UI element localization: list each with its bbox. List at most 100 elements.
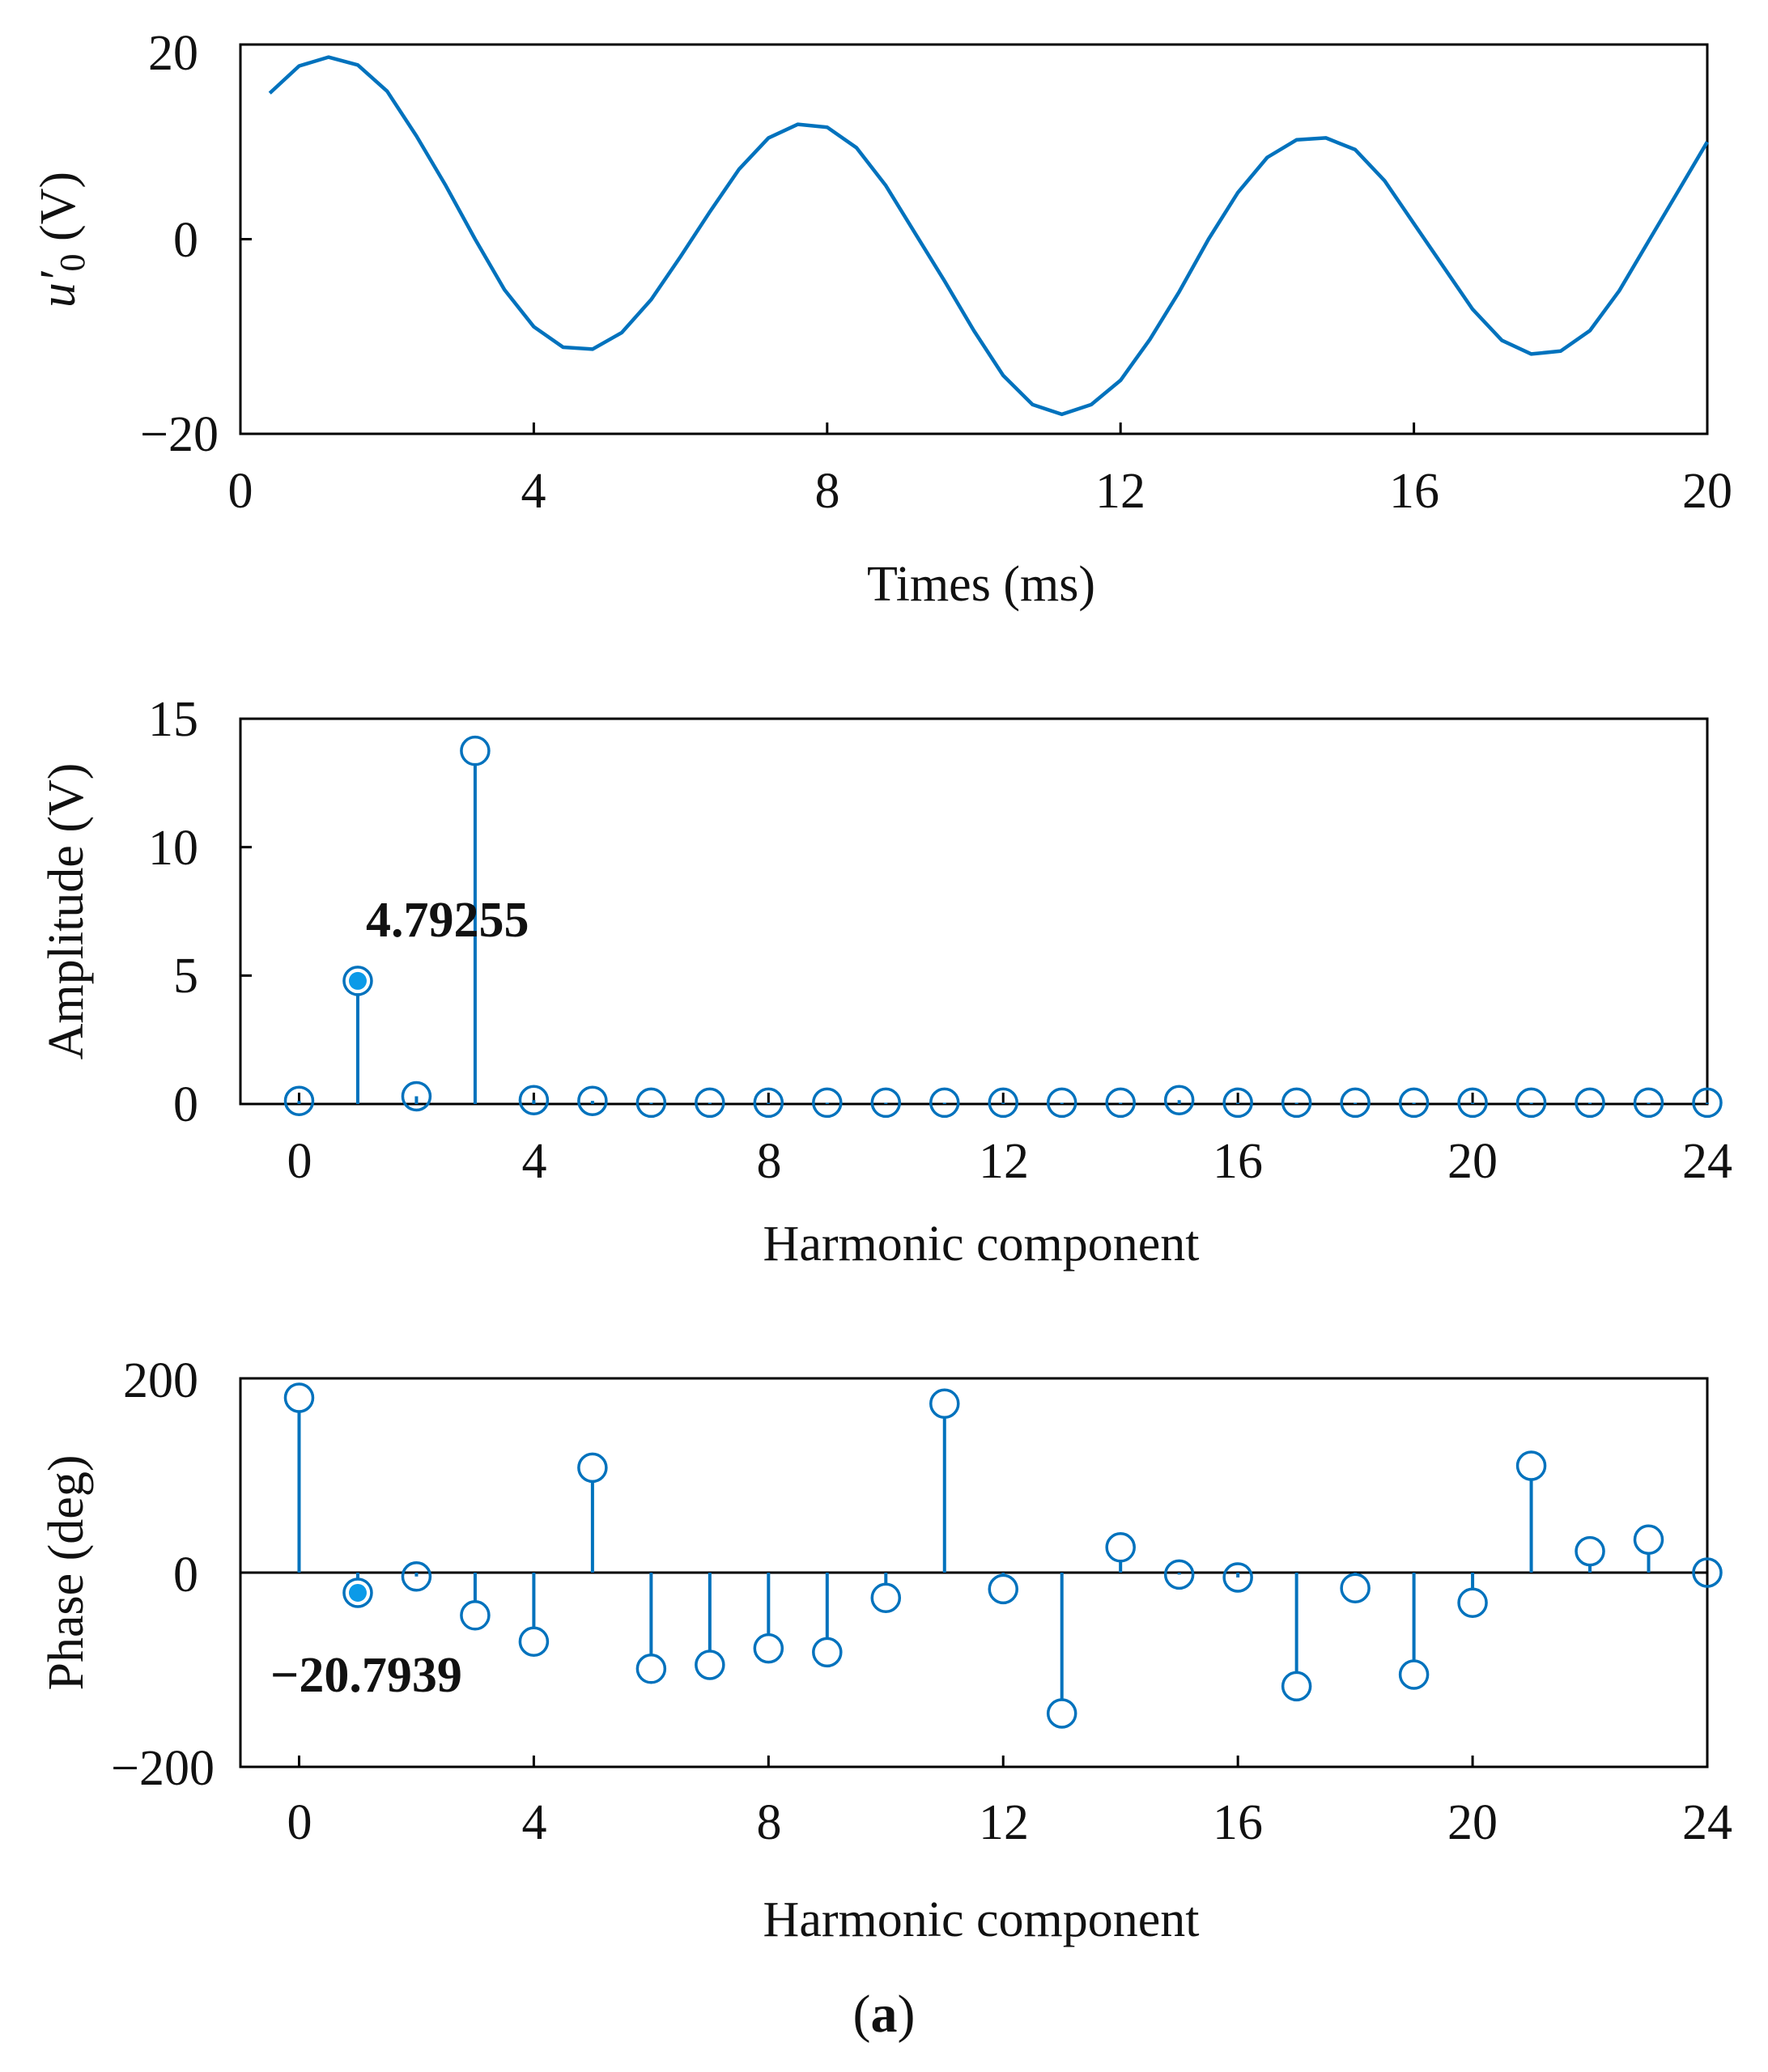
phase-stem-marker	[1457, 1587, 1488, 1618]
phase-xtick-label: 0	[287, 1795, 312, 1850]
amplitude-stem-marker	[1046, 1087, 1077, 1119]
amplitude-panel: 0 4 8 12 16 20 24 0 5 10 15 4.79255 Harm…	[39, 692, 1732, 1272]
phase-stem-marker	[1575, 1535, 1605, 1567]
amplitude-stem-marker	[577, 1085, 608, 1116]
waveform-y-axis-label: u′0 (V)	[31, 172, 92, 308]
amplitude-stem-marker	[929, 1087, 960, 1119]
amplitude-ytick-label: 15	[148, 692, 198, 747]
amplitude-xtick-label: 4	[522, 1134, 547, 1189]
waveform-ytick-label: 20	[148, 26, 198, 81]
amplitude-highlight-annotation: 4.79255	[366, 893, 529, 948]
phase-stem-marker	[1163, 1559, 1195, 1590]
phase-stem-marker	[460, 1600, 491, 1631]
amplitude-stem-marker	[870, 1087, 902, 1119]
waveform-y-axis-symbol: u′	[31, 270, 86, 308]
phase-ytick-label: −200	[111, 1741, 215, 1796]
waveform-panel: 0 4 8 12 16 20 −20 0 20 Times (ms) u′0 (…	[31, 26, 1732, 612]
caption-open-paren: (	[853, 1985, 871, 2044]
amplitude-stem-marker	[1105, 1087, 1136, 1119]
phase-stem-marker	[988, 1573, 1018, 1605]
waveform-x-axis-label: Times (ms)	[867, 557, 1095, 612]
amplitude-stem-marker	[1692, 1087, 1723, 1119]
phase-ytick-label: 0	[173, 1548, 198, 1603]
phase-xtick-label: 20	[1447, 1795, 1498, 1850]
phase-stem-marker	[695, 1650, 725, 1680]
amplitude-highlight-dot	[348, 971, 367, 990]
phase-xtick-label: 12	[979, 1795, 1029, 1850]
amplitude-xtick-label: 8	[757, 1134, 782, 1189]
phase-stem-marker	[518, 1626, 550, 1657]
amplitude-xtick-label: 0	[287, 1134, 312, 1189]
phase-stem-marker	[1046, 1698, 1077, 1729]
phase-stems	[240, 1382, 1723, 1729]
amplitude-stems	[240, 735, 1723, 1119]
amplitude-xtick-label: 16	[1213, 1134, 1263, 1189]
amplitude-stem-marker	[1340, 1087, 1371, 1119]
amplitude-stem-marker	[283, 1085, 315, 1116]
amplitude-stem-marker	[1457, 1087, 1488, 1119]
figure-caption: (a)	[853, 1985, 916, 2044]
phase-stem-marker	[577, 1452, 608, 1484]
phase-stem-marker	[283, 1382, 315, 1413]
waveform-xtick-label: 4	[521, 464, 546, 519]
caption-close-paren: )	[898, 1985, 916, 2044]
phase-panel: 0 4 8 12 16 20 24 −200 0 200 −20.7939 Ha…	[39, 1353, 1732, 1947]
amplitude-xtick-label: 20	[1447, 1134, 1498, 1189]
waveform-ticks	[239, 43, 1709, 435]
amplitude-ytick-label: 10	[148, 821, 198, 876]
amplitude-stem-marker	[342, 966, 373, 996]
amplitude-x-axis-label: Harmonic component	[763, 1216, 1200, 1272]
amplitude-stem-marker	[753, 1087, 784, 1119]
waveform-ytick-label: 0	[173, 213, 198, 268]
amplitude-stem-marker	[460, 735, 491, 766]
amplitude-stem-marker	[1222, 1087, 1253, 1119]
amplitude-stem-marker	[988, 1087, 1018, 1119]
amplitude-xtick-label: 12	[979, 1134, 1029, 1189]
phase-xtick-label: 4	[522, 1795, 547, 1850]
phase-xtick-label: 24	[1682, 1795, 1732, 1850]
amplitude-stem-marker	[812, 1087, 843, 1119]
waveform-y-axis-unit: (V)	[31, 172, 86, 254]
waveform-axes-frame	[239, 43, 1709, 435]
amplitude-stem-marker	[1281, 1087, 1312, 1119]
phase-stem-marker	[1281, 1671, 1312, 1702]
phase-xtick-label: 16	[1213, 1795, 1263, 1850]
phase-x-axis-label: Harmonic component	[763, 1892, 1200, 1947]
amplitude-stem-marker	[635, 1087, 667, 1119]
phase-stem-marker	[870, 1582, 902, 1613]
phase-ytick-label: 200	[123, 1353, 198, 1408]
amplitude-stem-marker	[1398, 1087, 1430, 1119]
caption-letter: a	[871, 1985, 898, 2044]
amplitude-stem-marker	[518, 1085, 550, 1115]
amplitude-y-axis-label: Amplitude (V)	[39, 763, 94, 1060]
phase-xtick-label: 8	[757, 1795, 782, 1850]
phase-stem-marker	[929, 1388, 960, 1419]
amplitude-stem-marker	[1515, 1087, 1547, 1119]
phase-stem-marker	[1692, 1557, 1723, 1588]
phase-highlight-annotation: −20.7939	[270, 1648, 462, 1703]
amplitude-ytick-label: 5	[173, 949, 198, 1004]
waveform-xtick-label: 8	[815, 464, 840, 519]
amplitude-stem-marker	[1633, 1087, 1664, 1119]
phase-stem-marker	[635, 1654, 667, 1684]
waveform-y-axis-subscript: 0	[53, 254, 92, 272]
waveform-xtick-label: 20	[1682, 464, 1732, 519]
amplitude-stem-marker	[1575, 1087, 1605, 1119]
amplitude-stem-marker	[1163, 1085, 1195, 1115]
phase-stem-marker	[1398, 1659, 1430, 1690]
waveform-xtick-label: 12	[1095, 464, 1145, 519]
amplitude-ytick-label: 0	[173, 1077, 198, 1132]
phase-stem-marker	[1633, 1524, 1664, 1555]
phase-highlight-dot	[348, 1583, 367, 1602]
phase-stem-marker	[342, 1577, 373, 1608]
phase-stem-marker	[812, 1637, 843, 1668]
waveform-xtick-label: 0	[228, 464, 253, 519]
waveform-ytick-label: −20	[140, 407, 219, 462]
waveform-xtick-label: 16	[1389, 464, 1439, 519]
amplitude-stem-marker	[401, 1081, 432, 1112]
phase-stem-marker	[1105, 1532, 1136, 1563]
waveform-line	[268, 55, 1709, 417]
amplitude-stem-marker	[695, 1087, 725, 1119]
phase-y-axis-label: Phase (deg)	[39, 1455, 94, 1691]
